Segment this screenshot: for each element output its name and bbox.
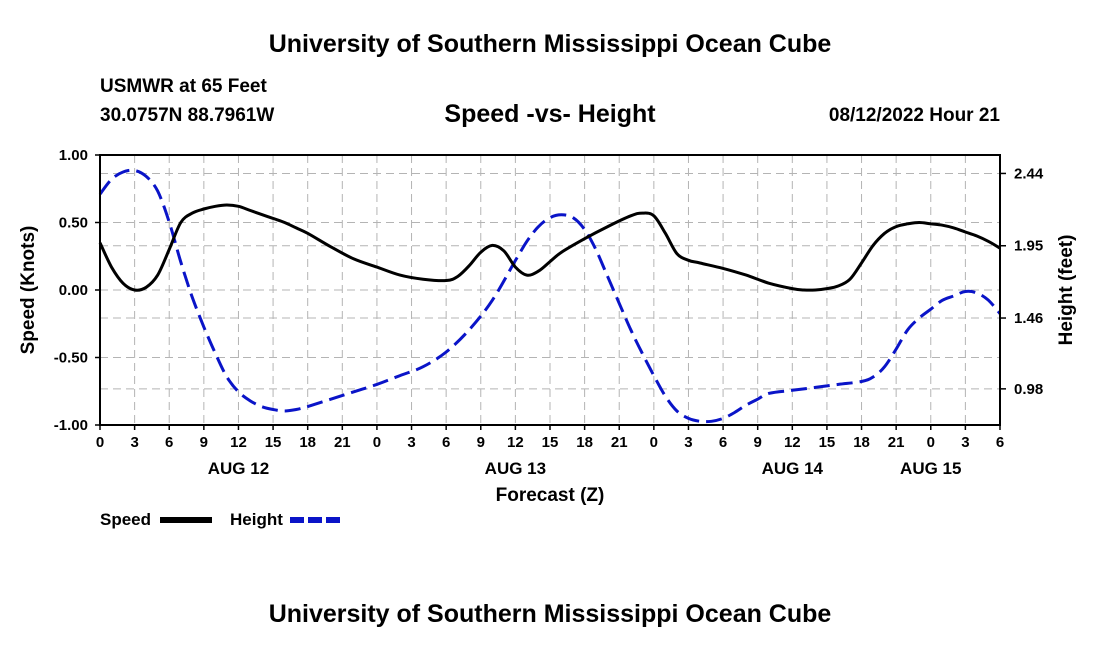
y-right-tick-label: 0.98	[1014, 381, 1043, 398]
y-left-tick-label: 0.50	[59, 215, 88, 232]
main-title: University of Southern Mississippi Ocean…	[268, 30, 832, 58]
x-tick-label: 12	[230, 434, 247, 451]
day-label: AUG 15	[900, 459, 961, 478]
x-tick-label: 12	[784, 434, 801, 451]
legend: Speed Height	[100, 510, 342, 529]
footer-title: University of Southern Mississippi Ocean…	[268, 600, 832, 628]
day-label: AUG 13	[485, 459, 546, 478]
ticks-layer: 0 3 6 9 12 15 18 21 0 3 6 9 12 15 18 21 0 3 6 9 12 15 18 21 0 3 6 1…	[54, 147, 1044, 478]
x-tick-label: 3	[684, 434, 692, 451]
x-tick-label: 0	[927, 434, 935, 451]
chart-datetime: 08/12/2022 Hour 21	[828, 105, 1000, 126]
day-label: AUG 14	[762, 459, 824, 478]
x-tick-label: 21	[611, 434, 628, 451]
grid-layer	[100, 155, 1000, 425]
x-tick-label: 15	[819, 434, 836, 451]
y-left-tick-label: 0.00	[59, 282, 88, 299]
x-tick-label: 6	[996, 434, 1004, 451]
x-tick-label: 3	[130, 434, 138, 451]
x-tick-label: 15	[265, 434, 282, 451]
station-name: USMWR at 65 Feet	[100, 76, 267, 97]
x-tick-label: 6	[165, 434, 173, 451]
x-axis-label: Forecast (Z)	[496, 485, 605, 506]
x-tick-label: 3	[961, 434, 969, 451]
x-tick-label: 9	[477, 434, 485, 451]
x-tick-label: 0	[373, 434, 381, 451]
y-axis-left-label: Speed (Knots)	[18, 226, 39, 355]
x-tick-label: 6	[719, 434, 727, 451]
x-tick-label: 3	[407, 434, 415, 451]
x-tick-label: 18	[299, 434, 316, 451]
x-tick-label: 18	[853, 434, 870, 451]
height-series-line	[98, 168, 1002, 424]
speed-series-line	[98, 203, 1001, 292]
y-right-tick-label: 1.95	[1014, 238, 1043, 255]
y-left-tick-label: 1.00	[59, 147, 88, 164]
x-tick-label: 21	[888, 434, 905, 451]
x-tick-label: 21	[334, 434, 351, 451]
y-right-tick-label: 2.44	[1014, 165, 1044, 182]
y-right-tick-label: 1.46	[1014, 310, 1043, 327]
x-tick-label: 0	[96, 434, 104, 451]
legend-height-label: Height	[230, 510, 283, 529]
x-tick-label: 15	[542, 434, 559, 451]
day-label: AUG 12	[208, 459, 269, 478]
x-tick-label: 9	[754, 434, 762, 451]
chart-subtitle: Speed -vs- Height	[444, 100, 656, 128]
x-tick-label: 18	[576, 434, 593, 451]
y-axis-right-label: Height (feet)	[1056, 235, 1077, 346]
y-left-tick-label: -1.00	[54, 417, 88, 434]
x-tick-label: 12	[507, 434, 524, 451]
x-tick-label: 9	[200, 434, 208, 451]
x-tick-label: 6	[442, 434, 450, 451]
legend-speed-label: Speed	[100, 510, 151, 529]
x-tick-label: 0	[650, 434, 658, 451]
station-coordinates: 30.0757N 88.7961W	[100, 105, 275, 126]
series-layer	[98, 168, 1002, 424]
y-left-tick-label: -0.50	[54, 350, 88, 367]
